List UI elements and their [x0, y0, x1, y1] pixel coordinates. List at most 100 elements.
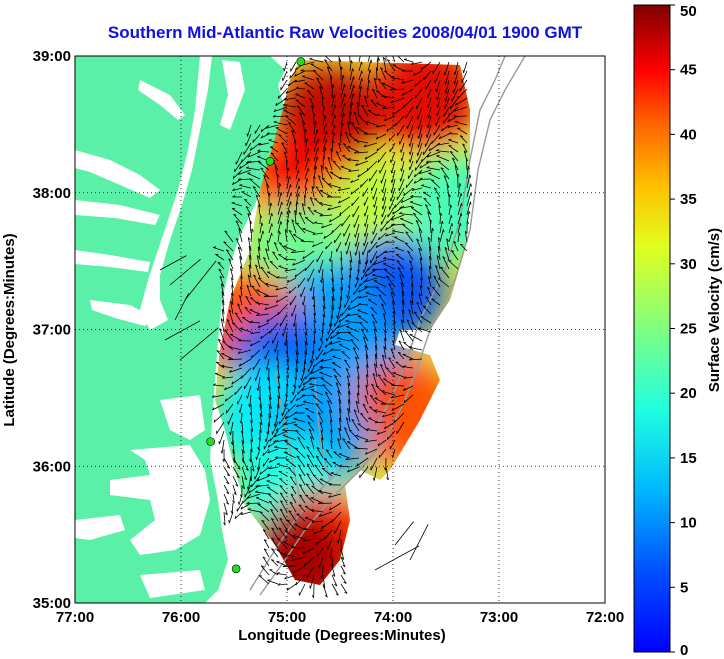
- velocity-vector: [341, 214, 351, 227]
- velocity-vector: [377, 151, 387, 163]
- velocity-vector: [254, 466, 261, 480]
- velocity-vector: [312, 286, 315, 300]
- velocity-vector: [363, 259, 369, 274]
- vector-head: [296, 149, 299, 153]
- vector-head: [402, 69, 406, 72]
- velocity-vector: [392, 340, 396, 351]
- velocity-vector: [447, 115, 459, 123]
- vector-head: [343, 84, 346, 88]
- vector-head: [285, 159, 289, 163]
- velocity-vector: [384, 421, 396, 430]
- vector-head: [232, 322, 236, 325]
- velocity-vector: [221, 353, 234, 360]
- velocity-vector: [448, 230, 453, 243]
- velocity-vector: [327, 205, 342, 211]
- velocity-vector: [310, 389, 324, 396]
- vector-head: [344, 131, 348, 135]
- velocity-vector: [321, 467, 333, 477]
- velocity-vector: [433, 187, 441, 198]
- velocity-vector: [431, 298, 441, 306]
- velocity-vector: [247, 274, 252, 288]
- colorbar: [633, 4, 671, 653]
- vector-head: [248, 264, 252, 268]
- velocity-vector: [354, 223, 360, 238]
- velocity-vector: [306, 446, 315, 459]
- plot-frame: [74, 55, 606, 604]
- colorbar-tick-label: 35: [680, 191, 697, 208]
- velocity-vector: [405, 178, 414, 188]
- velocity-vector: [416, 238, 423, 252]
- velocity-vector: [255, 264, 261, 279]
- vector-head: [323, 106, 326, 110]
- velocity-vector: [239, 256, 243, 270]
- vector-head: [217, 261, 221, 264]
- velocity-vector: [286, 519, 297, 531]
- vector-head: [309, 382, 313, 385]
- vector-head: [413, 72, 416, 76]
- vector-head: [307, 206, 311, 209]
- velocity-vector: [297, 437, 306, 450]
- vector-head: [361, 78, 363, 82]
- velocity-vector: [247, 151, 261, 158]
- vector-head: [388, 283, 392, 286]
- vector-head: [459, 223, 462, 227]
- velocity-vector: [278, 265, 288, 270]
- vector-head: [344, 103, 346, 107]
- velocity-vector: [337, 529, 342, 544]
- velocity-vector: [428, 266, 432, 279]
- vector-head: [306, 138, 309, 142]
- pamlico-sound: [75, 395, 210, 598]
- velocity-vector: [361, 268, 369, 281]
- velocity-vector: [388, 283, 396, 297]
- velocity-vector: [435, 150, 450, 153]
- velocity-vector: [364, 151, 378, 160]
- velocity-vector: [306, 463, 315, 477]
- velocity-vector: [344, 427, 351, 441]
- velocity-vector: [348, 304, 360, 311]
- velocity-vector: [327, 322, 333, 335]
- vector-head: [353, 409, 357, 412]
- vector-head: [341, 557, 344, 560]
- vector-head: [265, 248, 268, 251]
- vector-head: [428, 237, 431, 240]
- velocity-vector: [349, 277, 351, 289]
- velocity-vector: [448, 106, 459, 116]
- velocity-vector: [351, 196, 360, 207]
- velocity-vector: [314, 222, 324, 225]
- vector-head: [321, 437, 324, 441]
- vector-head: [299, 494, 303, 497]
- velocity-vector: [298, 474, 306, 486]
- velocity-vector: [345, 320, 360, 324]
- vector-head: [256, 467, 259, 471]
- vector-head: [281, 142, 285, 145]
- vector-head: [268, 192, 271, 196]
- velocity-vector: [224, 230, 234, 243]
- vector-head: [225, 502, 229, 505]
- vector-head: [260, 167, 264, 170]
- vector-head: [466, 220, 469, 224]
- velocity-vector: [248, 264, 252, 279]
- velocity-vector: [396, 421, 405, 435]
- velocity-vector: [213, 412, 225, 423]
- velocity-vector: [367, 69, 371, 81]
- vector-head: [279, 485, 283, 487]
- vector-head: [290, 250, 294, 254]
- vector-head: [284, 576, 287, 580]
- velocity-vector: [403, 97, 414, 108]
- velocity-vector: [237, 394, 243, 405]
- vector-head: [266, 183, 269, 187]
- velocity-vector: [295, 185, 300, 198]
- vector-head: [271, 548, 275, 551]
- vector-head: [305, 494, 309, 497]
- vector-head: [286, 279, 290, 283]
- vector-head: [302, 550, 306, 554]
- velocity-vector: [255, 302, 270, 306]
- velocity-vector: [338, 177, 351, 180]
- vector-head: [248, 245, 252, 249]
- vector-head: [438, 160, 442, 163]
- vector-head: [288, 229, 292, 233]
- vector-head: [333, 132, 336, 136]
- vector-head: [281, 211, 283, 215]
- velocity-vector: [426, 151, 441, 158]
